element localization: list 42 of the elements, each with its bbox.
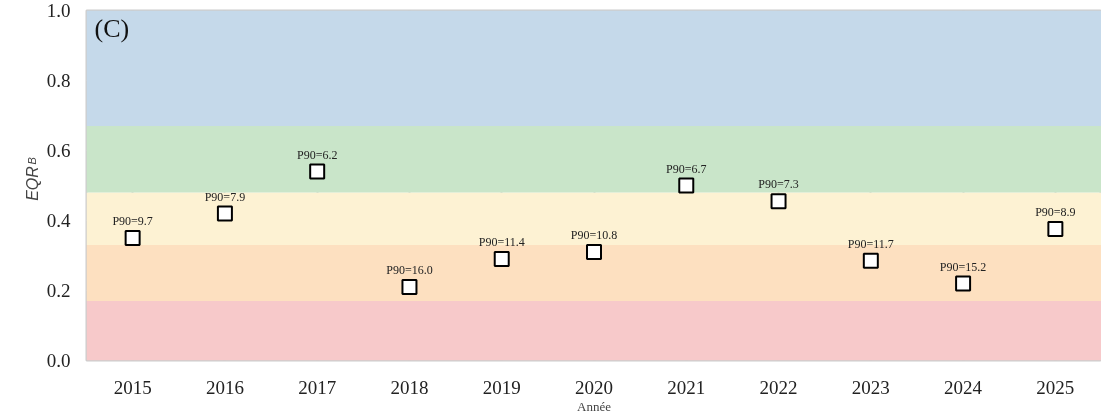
x-axis-title: Année [577, 398, 612, 414]
x-tick-label: 2018 [390, 376, 429, 398]
x-tick-label: 2017 [298, 376, 337, 398]
x-tick-label: 2019 [482, 376, 521, 398]
y-tick-label: 0.2 [46, 280, 71, 301]
y-tick-label: 0.4 [46, 210, 71, 231]
x-tick-label: 2024 [944, 376, 983, 398]
point [955, 275, 972, 292]
point [309, 163, 326, 180]
point [586, 244, 602, 260]
point [401, 279, 418, 295]
data-label: P90=9.7 [112, 214, 153, 228]
x-tick-label: 2023 [851, 376, 890, 398]
point [678, 177, 695, 194]
x-tick-label: 2021 [667, 376, 706, 398]
data-label: P90=6.2 [296, 147, 338, 162]
point [770, 193, 787, 210]
data-label: P90=15.2 [939, 259, 987, 274]
data-label: P90=10.8 [570, 228, 618, 242]
point [493, 251, 510, 267]
y-axis-title: EQRB [24, 157, 41, 201]
data-label: P90=16.0 [386, 263, 433, 277]
data-label: P90=11.7 [847, 236, 894, 251]
point [216, 205, 233, 222]
chart-title: (C) [94, 13, 130, 43]
x-tick-label: 2022 [759, 376, 798, 398]
data-label: P90=6.7 [666, 161, 707, 176]
y-tick-label: 0.8 [46, 70, 71, 91]
y-tick-label: 0.6 [46, 140, 71, 161]
x-tick-label: 2016 [205, 376, 244, 398]
point [862, 252, 879, 269]
point [124, 230, 141, 246]
data-label: P90=8.9 [1035, 204, 1076, 219]
x-tick-label: 2020 [575, 376, 613, 398]
x-tick-label: 2015 [113, 376, 152, 398]
point [1047, 220, 1064, 237]
x-tick-label: 2025 [1036, 376, 1075, 398]
y-tick-label: 0.0 [46, 350, 71, 371]
data-label: P90=11.4 [478, 235, 525, 249]
data-label: P90=7.3 [758, 177, 799, 192]
y-tick-label: 1.0 [46, 0, 71, 21]
data-label: P90=7.9 [204, 189, 246, 204]
